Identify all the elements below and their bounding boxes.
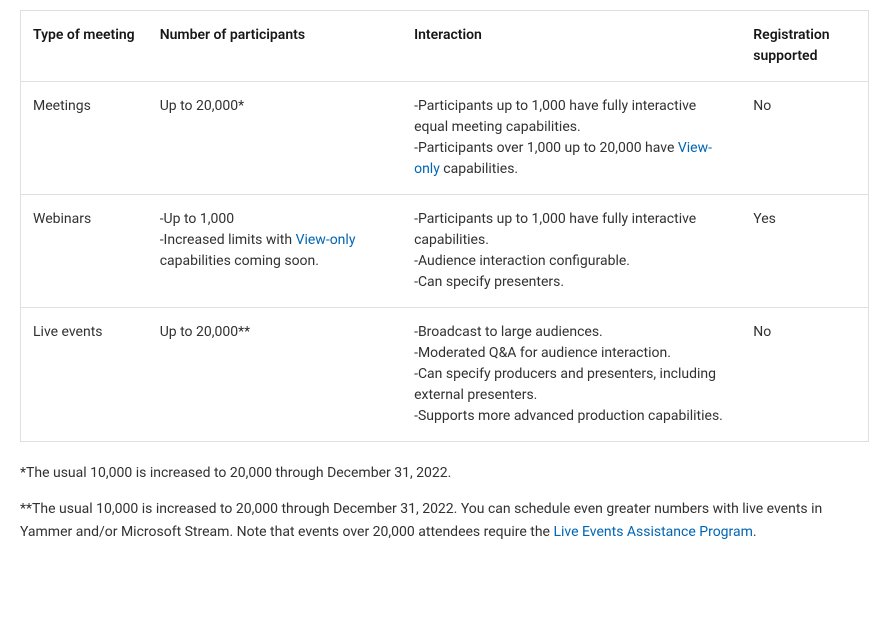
cell-meetings-registration: No	[741, 82, 868, 195]
meetings-interaction-line1: -Participants up to 1,000 have fully int…	[414, 98, 696, 135]
table-row-liveevents: Live events Up to 20,000** -Broadcast to…	[21, 308, 869, 442]
footnote-2-suffix: .	[753, 524, 757, 540]
webinars-participants-line2-suffix: capabilities coming soon.	[160, 253, 319, 269]
liveevents-interaction-line1: -Broadcast to large audiences.	[414, 324, 603, 340]
webinars-interaction-line3: -Can specify presenters.	[414, 274, 564, 290]
cell-liveevents-registration: No	[741, 308, 868, 442]
cell-liveevents-interaction: -Broadcast to large audiences. -Moderate…	[402, 308, 741, 442]
header-interaction: Interaction	[402, 11, 741, 82]
table-header-row: Type of meeting Number of participants I…	[21, 11, 869, 82]
cell-meetings-participants: Up to 20,000*	[148, 82, 402, 195]
meeting-types-table: Type of meeting Number of participants I…	[20, 10, 869, 442]
webinars-interaction-line1: -Participants up to 1,000 have fully int…	[414, 211, 696, 248]
liveevents-interaction-line4: -Supports more advanced production capab…	[414, 408, 723, 424]
header-participants: Number of participants	[148, 11, 402, 82]
liveevents-interaction-line3: -Can specify producers and presenters, i…	[414, 366, 716, 403]
webinars-participants-line2-prefix: -Increased limits with	[160, 232, 296, 248]
header-type: Type of meeting	[21, 11, 148, 82]
meetings-interaction-line2-suffix: capabilities.	[440, 161, 518, 177]
cell-liveevents-type: Live events	[21, 308, 148, 442]
view-only-link[interactable]: View-only	[296, 232, 356, 248]
cell-webinars-participants: -Up to 1,000 -Increased limits with View…	[148, 195, 402, 308]
cell-meetings-type: Meetings	[21, 82, 148, 195]
webinars-participants-line1: -Up to 1,000	[160, 211, 234, 227]
table-row-meetings: Meetings Up to 20,000* -Participants up …	[21, 82, 869, 195]
table-row-webinars: Webinars -Up to 1,000 -Increased limits …	[21, 195, 869, 308]
live-events-assistance-link[interactable]: Live Events Assistance Program	[553, 524, 752, 540]
cell-webinars-interaction: -Participants up to 1,000 have fully int…	[402, 195, 741, 308]
cell-webinars-registration: Yes	[741, 195, 868, 308]
footnote-1: *The usual 10,000 is increased to 20,000…	[20, 462, 869, 484]
cell-webinars-type: Webinars	[21, 195, 148, 308]
footnote-2: **The usual 10,000 is increased to 20,00…	[20, 498, 869, 543]
liveevents-interaction-line2: -Moderated Q&A for audience interaction.	[414, 345, 671, 361]
cell-meetings-interaction: -Participants up to 1,000 have fully int…	[402, 82, 741, 195]
cell-liveevents-participants: Up to 20,000**	[148, 308, 402, 442]
webinars-interaction-line2: -Audience interaction configurable.	[414, 253, 630, 269]
meetings-interaction-line2-prefix: -Participants over 1,000 up to 20,000 ha…	[414, 140, 678, 156]
header-registration: Registration supported	[741, 11, 868, 82]
